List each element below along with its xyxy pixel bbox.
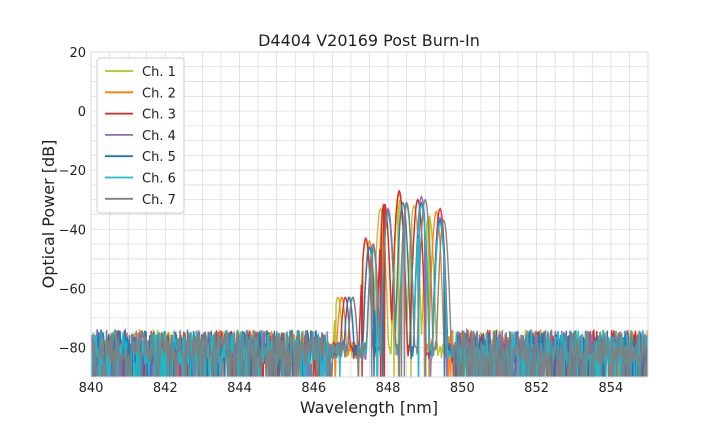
legend-label: Ch. 5 xyxy=(142,150,176,165)
x-tick-label: 840 xyxy=(79,381,104,396)
y-tick-label: −60 xyxy=(59,282,86,297)
x-axis-label: Wavelength [nm] xyxy=(300,398,438,417)
y-tick-labels: 20 0 −20 −40 −60 −80 xyxy=(59,46,86,356)
legend: Ch. 1 Ch. 2 Ch. 3 Ch. 4 Ch. 5 Ch. 6 Ch. 7 xyxy=(96,57,185,214)
y-tick-label: −80 xyxy=(59,341,86,356)
plot-area xyxy=(91,189,648,377)
traces xyxy=(91,189,648,377)
x-tick-labels: 840 842 844 846 848 850 852 854 xyxy=(79,381,624,396)
x-tick-label: 854 xyxy=(598,381,623,396)
legend-box xyxy=(96,57,185,214)
legend-label: Ch. 1 xyxy=(142,65,176,80)
series-line-ch7 xyxy=(91,198,648,377)
series-line-ch5 xyxy=(91,201,648,377)
y-axis-label: Optical Power [dB] xyxy=(39,140,58,289)
x-tick-label: 850 xyxy=(450,381,475,396)
y-tick-label: −20 xyxy=(59,164,86,179)
legend-label: Ch. 6 xyxy=(142,172,176,187)
chart-title: D4404 V20169 Post Burn-In xyxy=(258,31,480,50)
x-tick-label: 842 xyxy=(153,381,178,396)
y-tick-label: 20 xyxy=(69,46,86,61)
legend-label: Ch. 4 xyxy=(142,129,176,144)
x-tick-label: 844 xyxy=(227,381,252,396)
legend-label: Ch. 7 xyxy=(142,193,176,208)
y-tick-label: −40 xyxy=(59,223,86,238)
x-tick-label: 848 xyxy=(376,381,401,396)
legend-label: Ch. 3 xyxy=(142,108,176,123)
y-tick-label: 0 xyxy=(78,105,86,120)
x-tick-label: 852 xyxy=(524,381,549,396)
legend-label: Ch. 2 xyxy=(142,86,176,101)
plot-frame xyxy=(90,51,649,378)
x-tick-label: 846 xyxy=(301,381,326,396)
